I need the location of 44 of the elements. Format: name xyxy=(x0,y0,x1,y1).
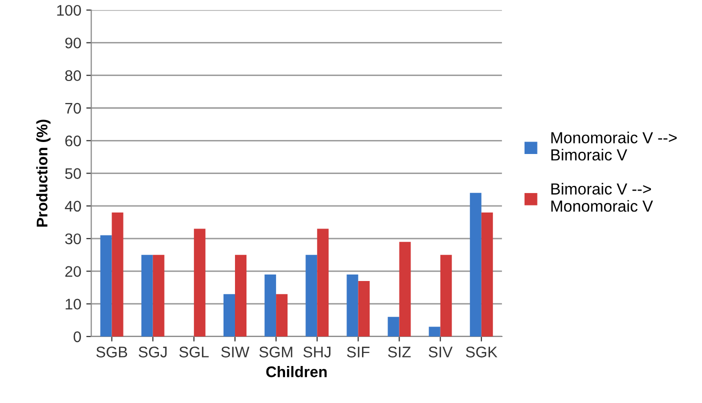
y-tick-label: 100 xyxy=(57,4,81,16)
y-tick-label: 60 xyxy=(65,136,81,146)
x-tick-label: SGL xyxy=(179,346,209,358)
bar xyxy=(358,281,370,337)
x-tick-label: SGM xyxy=(259,346,292,358)
legend-label: Monomoraic V --> Bimoraic V xyxy=(551,132,677,161)
x-tick-label: SGB xyxy=(96,346,128,358)
bar xyxy=(388,316,400,337)
x-tick-label: SGK xyxy=(466,346,498,358)
bar xyxy=(440,254,452,337)
y-tick-label: 10 xyxy=(66,298,81,310)
bar xyxy=(317,228,329,337)
bar xyxy=(399,242,411,337)
bar xyxy=(112,212,124,337)
bar xyxy=(428,326,440,337)
bar xyxy=(264,274,276,337)
x-tick-label: SIF xyxy=(347,346,370,358)
bar xyxy=(194,228,206,337)
bar xyxy=(276,294,288,337)
y-tick-label: 50 xyxy=(65,168,81,179)
bar xyxy=(223,294,235,337)
x-tick-label: SIZ xyxy=(388,346,411,358)
x-tick-label: SIW xyxy=(221,346,250,358)
y-axis-title: Production (%) xyxy=(36,120,50,227)
bar xyxy=(306,254,318,337)
bar xyxy=(470,192,482,337)
bar xyxy=(141,254,153,337)
bar xyxy=(481,212,493,337)
y-tick-label: 80 xyxy=(65,70,81,82)
bar xyxy=(152,254,164,337)
legend-label: Bimoraic V --> Monomoraic V xyxy=(551,182,653,212)
y-tick-label: 30 xyxy=(65,233,81,244)
bar xyxy=(346,274,358,337)
x-tick-label: SHJ xyxy=(303,346,330,358)
bar xyxy=(234,254,246,337)
y-tick-label: 70 xyxy=(65,102,81,114)
x-axis-title: Children xyxy=(266,366,327,378)
x-tick-label: SIV xyxy=(428,346,453,358)
bar xyxy=(100,235,112,337)
x-tick-label: SGJ xyxy=(138,346,167,358)
y-tick-label: 0 xyxy=(74,331,81,342)
y-tick-label: 90 xyxy=(65,38,81,48)
y-tick-label: 40 xyxy=(64,200,81,212)
y-tick-label: 20 xyxy=(65,266,81,277)
